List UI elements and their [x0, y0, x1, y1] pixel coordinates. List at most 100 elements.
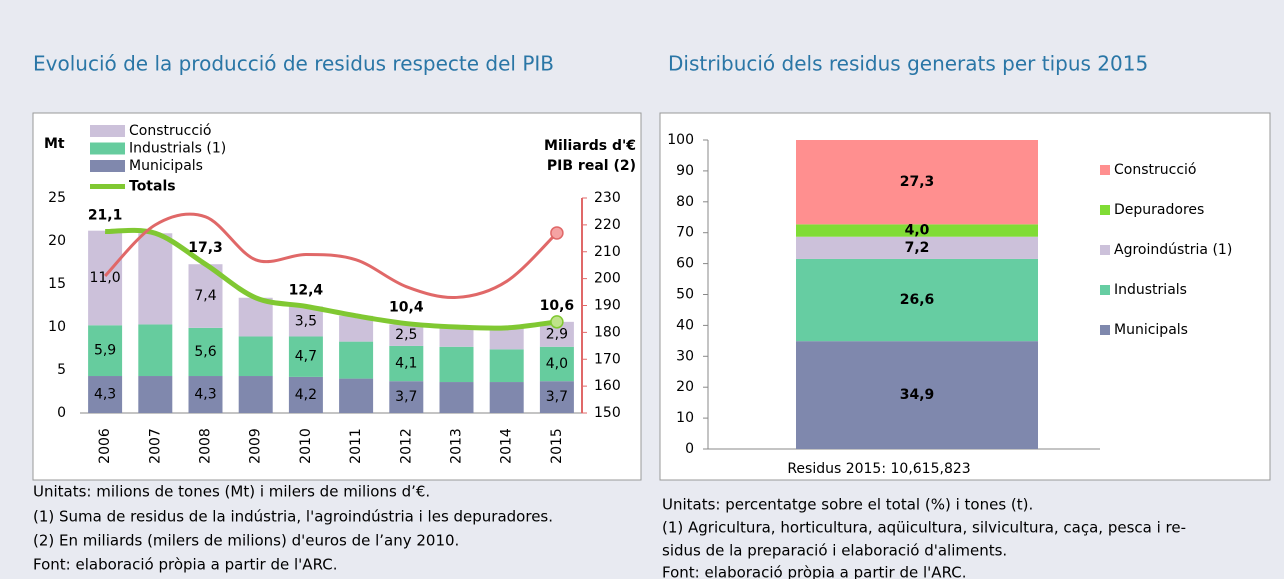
data-label: 7,4 [194, 288, 216, 304]
bar-segment [288, 336, 323, 377]
y-tick-label: 50 [676, 287, 694, 303]
chart-frame [32, 112, 642, 481]
legend-label: Municipals [1114, 322, 1188, 338]
legend-swatch [1100, 285, 1110, 295]
note: (2) En miliards (milers de milions) d'eu… [33, 532, 459, 550]
y2-tick-label: 180 [594, 324, 621, 340]
y-tick-label: 25 [48, 190, 66, 206]
data-label: 34,9 [900, 387, 935, 403]
x-tick-label: 2014 [499, 428, 515, 464]
y-tick-label: 10 [676, 410, 694, 426]
data-label: 11,0 [90, 270, 121, 286]
bar-segment [489, 327, 524, 350]
data-label: 26,6 [900, 292, 935, 308]
line [105, 227, 558, 331]
bar-segment [339, 378, 374, 413]
end-marker [550, 226, 564, 240]
bar-segment [796, 140, 1038, 225]
y-tick-label: 10 [48, 319, 66, 335]
legend-label: Depuradores [1114, 202, 1204, 218]
bar-segment [288, 376, 323, 413]
y-tick-label: 15 [48, 276, 66, 292]
note: (1) Agricultura, horticultura, aqüicultu… [662, 519, 1186, 537]
bar-segment [796, 224, 1038, 237]
note: Unitats: milions de tones (Mt) i milers … [33, 483, 430, 501]
chart-title: Evolució de la producció de residus resp… [33, 52, 554, 76]
bar-segment [238, 336, 273, 377]
y2-tick-label: 230 [594, 190, 621, 206]
y-tick-label: 30 [676, 348, 694, 364]
bar-segment [88, 325, 123, 377]
y2-label: Miliards d'€ [544, 138, 636, 154]
x-tick-label: 2007 [147, 428, 163, 464]
legend-swatch [1100, 165, 1110, 175]
bar-segment [389, 381, 424, 413]
y2-tick-label: 190 [594, 298, 621, 314]
y-tick-label: 60 [676, 256, 694, 272]
x-tick-label: 2008 [198, 428, 214, 464]
bar-segment [439, 327, 474, 347]
x-tick-label: 2006 [97, 428, 113, 464]
bar-segment [489, 382, 524, 413]
note: Unitats: percentatge sobre el total (%) … [662, 496, 1033, 514]
legend-swatch [90, 160, 125, 172]
data-label: 4,3 [194, 387, 216, 403]
y2-label: PIB real (2) [547, 158, 636, 174]
y-tick-label: 90 [676, 163, 694, 179]
legend-swatch [1100, 325, 1110, 335]
y-tick-label: 40 [676, 317, 694, 333]
data-label: 4,0 [905, 223, 930, 239]
line [104, 212, 558, 299]
legend-label: Construcció [129, 123, 211, 139]
x-tick-label: 2009 [248, 428, 264, 464]
legend-swatch [1100, 245, 1110, 255]
y-tick-label: 0 [685, 441, 694, 457]
note: sidus de la preparació i elaboració d'al… [662, 542, 1007, 560]
legend-label: Industrials [1114, 282, 1187, 298]
data-label: 21,1 [88, 208, 123, 224]
note: Font: elaboració pròpia a partir de l'AR… [33, 556, 337, 574]
bar-segment [439, 382, 474, 413]
bar-segment [288, 306, 323, 337]
bar-segment [539, 381, 574, 413]
y-tick-label: 5 [57, 362, 66, 378]
y-tick-label: 20 [48, 233, 66, 249]
note: Font: elaboració pròpia a partir de l'AR… [662, 564, 966, 579]
bar-segment [238, 297, 273, 337]
bar-segment [138, 233, 173, 325]
bar-segment [138, 376, 173, 413]
bar-segment [796, 341, 1038, 449]
legend-label: Municipals [129, 158, 203, 174]
y-tick-label: 100 [667, 132, 694, 148]
legend-label: Totals [129, 179, 176, 195]
data-label: 4,2 [295, 387, 317, 403]
bar-segment [796, 258, 1038, 342]
bar-segment [238, 376, 273, 413]
x-tick-label: 2013 [449, 428, 465, 464]
x-tick-label: 2012 [398, 428, 414, 464]
data-label: 10,6 [540, 298, 575, 314]
y2-tick-label: 150 [594, 405, 621, 421]
legend-label: Construcció [1114, 162, 1196, 178]
data-label: 5,6 [194, 344, 216, 360]
data-label: 17,3 [188, 240, 223, 256]
data-label: 27,3 [900, 174, 935, 190]
y-label: Mt [44, 136, 65, 152]
y-tick-label: 80 [676, 194, 694, 210]
bar-segment [539, 346, 574, 382]
x-tick-label: Residus 2015: 10,615,823 [787, 461, 970, 477]
bar-segment [439, 346, 474, 383]
data-label: 4,7 [295, 349, 317, 365]
data-label: 4,0 [546, 356, 568, 372]
legend-swatch [90, 125, 125, 137]
legend-label: Agroindústria (1) [1114, 242, 1232, 258]
y-tick-label: 20 [676, 379, 694, 395]
chart-title: Distribució dels residus generats per ti… [668, 52, 1148, 76]
y2-tick-label: 220 [594, 217, 621, 233]
bar-segment [188, 327, 223, 377]
legend-label: Industrials (1) [129, 141, 226, 157]
y2-tick-label: 170 [594, 351, 621, 367]
bar-segment [138, 324, 173, 377]
y2-tick-label: 160 [594, 378, 621, 394]
